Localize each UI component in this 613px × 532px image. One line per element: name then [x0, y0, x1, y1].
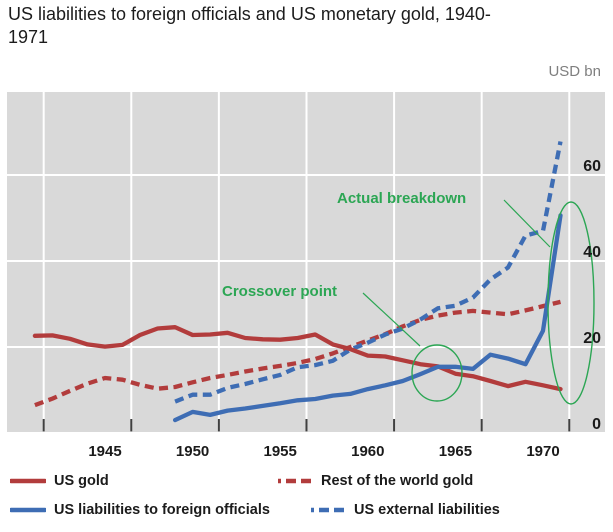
x-axis-label: 1950: [176, 443, 209, 460]
x-axis-label: 1970: [526, 443, 559, 460]
annotation-text: Crossover point: [222, 283, 337, 300]
series-line-rest-of-the-world-gold: [34, 299, 562, 408]
x-axis-label: 1955: [264, 443, 297, 460]
x-axis-label: 1965: [439, 443, 472, 460]
annotation-leader-line: [362, 292, 421, 347]
series-line-us-liabilities-to-foreign-officials: [172, 213, 563, 423]
series-line-us-gold: [32, 325, 563, 392]
annotation-leader-line: [503, 199, 551, 248]
x-axis-label: 1960: [351, 443, 384, 460]
annotation-ellipse: [411, 344, 463, 402]
annotation-ellipse: [547, 201, 595, 405]
y-axis-label: 20: [583, 330, 601, 347]
y-axis-label: 0: [592, 416, 601, 433]
x-axis-label: 1945: [88, 443, 121, 460]
series-line-us-external-liabilities: [174, 141, 563, 404]
chart-title: US liabilities to foreign officials and …: [8, 4, 491, 47]
y-axis-label: 40: [583, 244, 601, 261]
unit-label: USD bn: [548, 63, 601, 80]
y-axis-label: 60: [583, 158, 601, 175]
annotation-text: Actual breakdown: [337, 190, 466, 207]
